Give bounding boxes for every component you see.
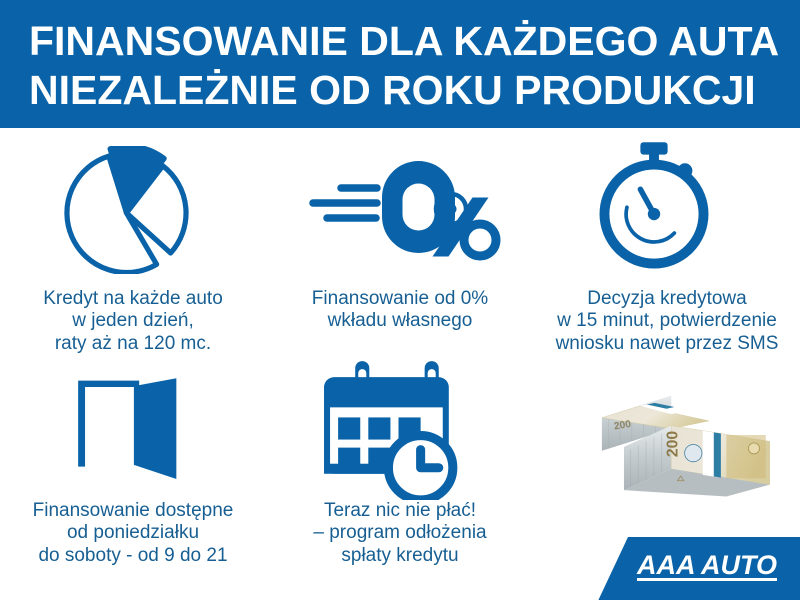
svg-text:200: 200 xyxy=(665,431,682,458)
